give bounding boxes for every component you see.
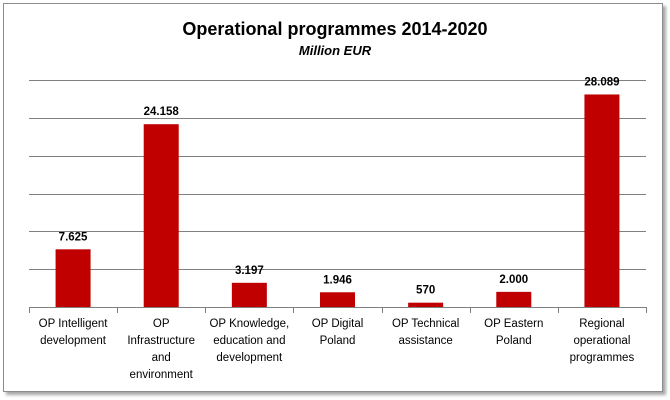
category-label-line: education and: [213, 335, 286, 347]
category-label: OP Intelligent development: [30, 316, 116, 350]
bar-2: [143, 124, 179, 307]
category-label-line: OP Eastern: [484, 318, 544, 330]
bar-7: [584, 94, 620, 307]
category-label: OP Eastern Poland: [471, 316, 557, 350]
data-label: 2.000: [499, 274, 528, 286]
chart-frame: [3, 3, 663, 392]
category-label-line: Poland: [319, 335, 356, 347]
category-label: OP Infrastructure and environment: [118, 316, 204, 384]
data-label: 3.197: [235, 265, 264, 277]
category-label-line: OP Technical: [391, 318, 460, 330]
category-label-line: development: [216, 352, 283, 364]
category-label: Regional operational programmes: [559, 316, 645, 367]
category-label: OP Technical assistance: [383, 316, 469, 350]
category-label: OP Knowledge, education and development: [206, 316, 292, 367]
category-label-line: Regional: [579, 318, 625, 330]
chart-title: Operational programmes 2014-2020: [182, 19, 488, 39]
bar-6: [496, 291, 532, 307]
data-label: 7.625: [59, 231, 88, 243]
category-label-line: environment: [129, 369, 193, 381]
chart-subtitle: Million EUR: [298, 43, 372, 58]
category-label-line: Poland: [495, 335, 532, 347]
category-label-line: and: [151, 352, 171, 364]
data-label: 24.158: [144, 106, 180, 118]
category-label-line: OP Digital: [311, 318, 364, 330]
category-label-line: development: [40, 335, 106, 347]
data-label: 570: [416, 285, 435, 297]
category-label-line: operational: [573, 335, 631, 347]
bar-4: [320, 292, 355, 307]
category-label-line: Infrastructure: [127, 335, 196, 347]
bar-3: [231, 282, 267, 307]
data-label: 28.089: [584, 76, 619, 88]
data-label: 1.946: [323, 274, 352, 286]
category-label-line: OP: [152, 318, 170, 330]
bar-1: [55, 249, 91, 307]
category-label-line: OP Knowledge,: [209, 318, 290, 330]
bar-5: [408, 302, 444, 307]
category-label-line: assistance: [398, 335, 453, 347]
category-label-line: OP Intelligent: [38, 318, 108, 330]
category-label: OP Digital Poland: [295, 316, 381, 350]
category-label-line: programmes: [569, 352, 635, 364]
